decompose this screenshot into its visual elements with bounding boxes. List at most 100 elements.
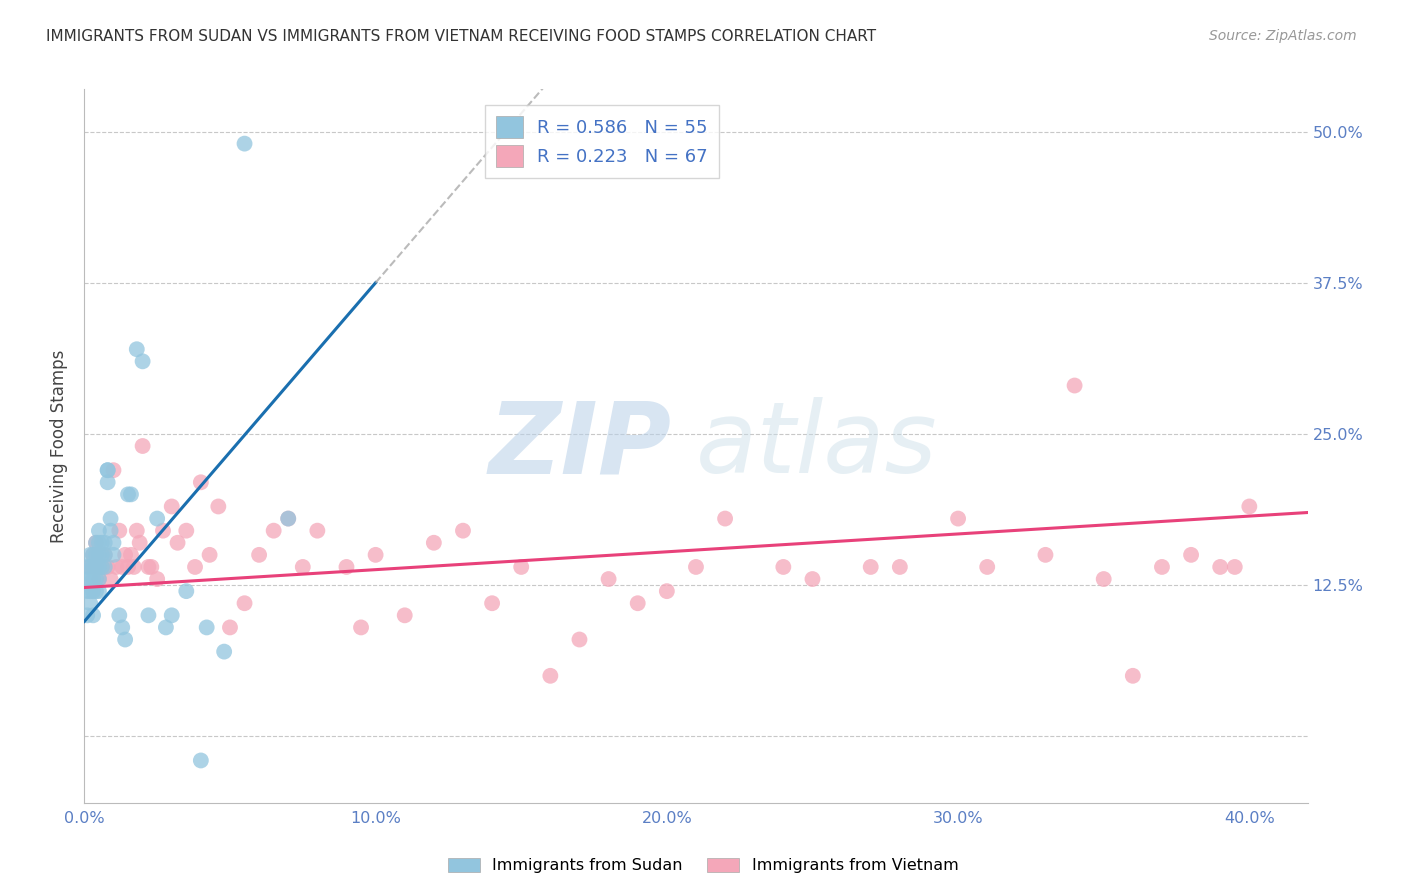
Point bbox=[655, 584, 678, 599]
Point bbox=[90, 548, 112, 562]
Point bbox=[84, 535, 107, 549]
Point bbox=[160, 608, 183, 623]
Point bbox=[190, 475, 212, 490]
Point bbox=[451, 524, 474, 538]
Point bbox=[90, 560, 112, 574]
Point bbox=[1150, 560, 1173, 574]
Point bbox=[97, 463, 120, 477]
Point bbox=[233, 596, 256, 610]
Point bbox=[131, 354, 153, 368]
Point bbox=[263, 524, 285, 538]
Point bbox=[117, 560, 139, 574]
Point bbox=[510, 560, 533, 574]
Point bbox=[87, 548, 110, 562]
Point bbox=[76, 560, 98, 574]
Point bbox=[111, 560, 134, 574]
Point bbox=[125, 524, 148, 538]
Point bbox=[125, 343, 148, 357]
Point bbox=[394, 608, 416, 623]
Point bbox=[598, 572, 620, 586]
Point bbox=[219, 620, 242, 634]
Point bbox=[84, 560, 107, 574]
Text: Source: ZipAtlas.com: Source: ZipAtlas.com bbox=[1209, 29, 1357, 43]
Point bbox=[79, 584, 101, 599]
Point bbox=[1209, 560, 1232, 574]
Point bbox=[277, 511, 299, 525]
Point bbox=[195, 620, 218, 634]
Point bbox=[481, 596, 503, 610]
Point bbox=[801, 572, 824, 586]
Point bbox=[82, 548, 104, 562]
Point bbox=[772, 560, 794, 574]
Point bbox=[277, 511, 299, 525]
Point bbox=[190, 754, 212, 768]
Point bbox=[160, 500, 183, 514]
Point bbox=[307, 524, 329, 538]
Point bbox=[93, 548, 115, 562]
Point bbox=[103, 548, 125, 562]
Point bbox=[97, 463, 120, 477]
Point bbox=[87, 524, 110, 538]
Point bbox=[79, 572, 101, 586]
Point bbox=[117, 487, 139, 501]
Point bbox=[146, 572, 169, 586]
Point bbox=[423, 535, 446, 549]
Point bbox=[100, 511, 122, 525]
Point bbox=[120, 548, 142, 562]
Point bbox=[138, 560, 160, 574]
Point bbox=[93, 548, 115, 562]
Point bbox=[155, 620, 177, 634]
Point bbox=[568, 632, 591, 647]
Point bbox=[131, 439, 153, 453]
Point bbox=[1223, 560, 1246, 574]
Point bbox=[122, 560, 145, 574]
Point bbox=[207, 500, 229, 514]
Point bbox=[1035, 548, 1057, 562]
Point bbox=[87, 535, 110, 549]
Point bbox=[198, 548, 221, 562]
Point bbox=[87, 572, 110, 586]
Point bbox=[120, 487, 142, 501]
Point bbox=[108, 524, 131, 538]
Point bbox=[174, 524, 197, 538]
Point bbox=[84, 572, 107, 586]
Point bbox=[108, 608, 131, 623]
Point bbox=[79, 596, 101, 610]
Point bbox=[538, 669, 561, 683]
Point bbox=[79, 548, 101, 562]
Point bbox=[685, 560, 707, 574]
Point bbox=[90, 560, 112, 574]
Point bbox=[146, 511, 169, 525]
Point bbox=[627, 596, 650, 610]
Point bbox=[976, 560, 998, 574]
Point bbox=[184, 560, 207, 574]
Point bbox=[100, 572, 122, 586]
Point bbox=[93, 560, 115, 574]
Point bbox=[714, 511, 737, 525]
Text: ZIP: ZIP bbox=[488, 398, 672, 494]
Point bbox=[212, 645, 235, 659]
Text: IMMIGRANTS FROM SUDAN VS IMMIGRANTS FROM VIETNAM RECEIVING FOOD STAMPS CORRELATI: IMMIGRANTS FROM SUDAN VS IMMIGRANTS FROM… bbox=[46, 29, 876, 44]
Point bbox=[97, 475, 120, 490]
Point bbox=[335, 560, 357, 574]
Point bbox=[1092, 572, 1115, 586]
Point bbox=[87, 572, 110, 586]
Point bbox=[889, 560, 911, 574]
Legend: Immigrants from Sudan, Immigrants from Vietnam: Immigrants from Sudan, Immigrants from V… bbox=[441, 851, 965, 880]
Point bbox=[946, 511, 969, 525]
Point bbox=[82, 560, 104, 574]
Legend: R = 0.586   N = 55, R = 0.223   N = 67: R = 0.586 N = 55, R = 0.223 N = 67 bbox=[485, 105, 718, 178]
Point bbox=[364, 548, 387, 562]
Point bbox=[87, 584, 110, 599]
Point bbox=[84, 535, 107, 549]
Point bbox=[82, 572, 104, 586]
Point bbox=[76, 608, 98, 623]
Point bbox=[138, 608, 160, 623]
Point bbox=[76, 584, 98, 599]
Point bbox=[111, 620, 134, 634]
Point bbox=[90, 535, 112, 549]
Point bbox=[103, 535, 125, 549]
Point bbox=[79, 560, 101, 574]
Point bbox=[103, 463, 125, 477]
Point bbox=[128, 535, 150, 549]
